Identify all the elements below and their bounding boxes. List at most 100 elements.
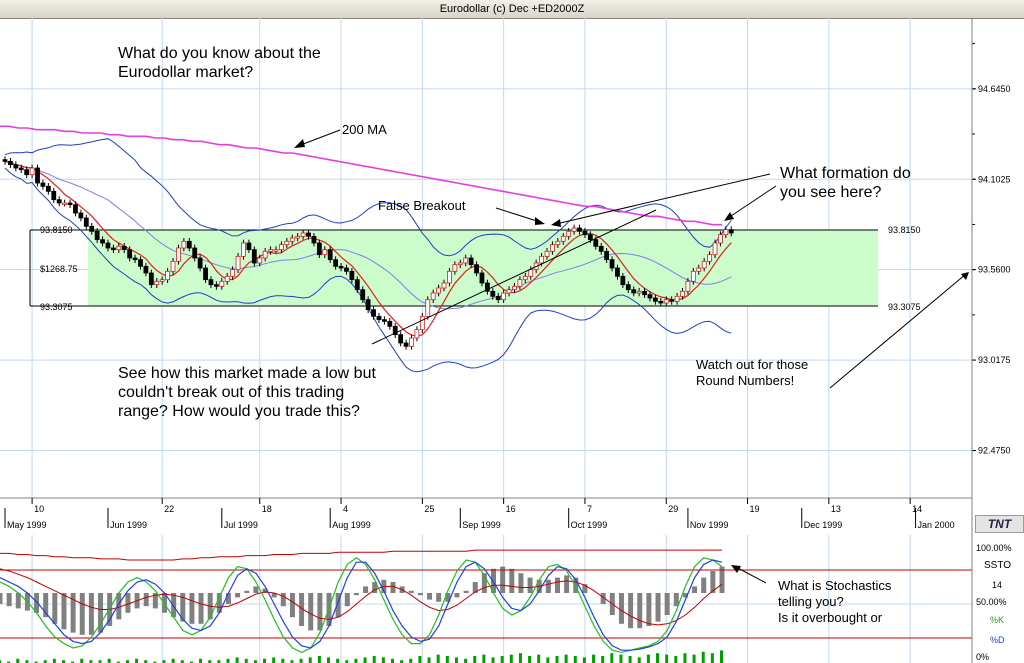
- candle-body: [522, 275, 528, 281]
- candle-body: [322, 249, 328, 256]
- candle-body: [365, 299, 371, 311]
- volume-bar: [473, 656, 477, 663]
- candle-body: [528, 269, 534, 277]
- candle-body: [555, 240, 561, 246]
- histogram-bar: [472, 582, 478, 593]
- volume-bar: [290, 660, 294, 663]
- histogram-bar: [171, 593, 177, 618]
- candle-body: [73, 204, 78, 214]
- histogram-bar: [527, 577, 533, 593]
- histogram-bar: [180, 593, 186, 622]
- histogram-bar: [628, 593, 634, 629]
- volume-bar: [153, 661, 157, 663]
- volume-bar: [299, 658, 303, 663]
- candle-body: [560, 235, 566, 242]
- candle-body: [192, 247, 198, 259]
- volume-bar: [208, 660, 212, 663]
- histogram-bar: [701, 577, 707, 593]
- candle-body: [316, 242, 322, 256]
- candle-body: [403, 342, 409, 347]
- x-month-label: Oct 1999: [571, 520, 608, 530]
- histogram-bar: [317, 593, 323, 631]
- candle-body: [728, 229, 734, 234]
- candle-body: [78, 212, 84, 219]
- volume-bar: [610, 653, 614, 663]
- volume-bars: [0, 650, 723, 663]
- candle-body: [544, 250, 550, 257]
- volume-bar: [500, 656, 504, 663]
- volume-bar: [445, 656, 449, 663]
- candle-body: [577, 227, 582, 232]
- histogram-bar: [427, 593, 433, 600]
- candle-body: [425, 299, 431, 317]
- candle-body: [474, 264, 479, 274]
- histogram-bar: [98, 593, 104, 633]
- histogram-bar: [15, 593, 21, 609]
- candle-body: [197, 257, 203, 269]
- volume-bar: [144, 660, 148, 663]
- candle-body: [181, 240, 187, 249]
- candle-body: [289, 237, 295, 242]
- candle-body: [51, 190, 57, 201]
- candle-body: [571, 227, 577, 232]
- histogram-bar: [335, 593, 341, 618]
- candle-body: [354, 279, 360, 291]
- histogram-bar: [408, 590, 414, 593]
- x-month-label: Nov 1999: [690, 520, 729, 530]
- histogram-bar: [34, 593, 40, 613]
- candle-body: [398, 334, 404, 344]
- histogram-bar: [445, 593, 451, 602]
- histogram-bar: [116, 593, 122, 620]
- candle-body: [653, 297, 658, 302]
- candle-body: [452, 264, 458, 272]
- candle-body: [111, 247, 116, 251]
- volume-bar: [482, 654, 486, 663]
- candle-body: [241, 242, 246, 257]
- histogram-bar: [554, 577, 560, 593]
- histogram-bar: [518, 573, 524, 593]
- stoch-grid: [0, 535, 972, 663]
- candle-body: [306, 232, 311, 237]
- stoch-histogram: [0, 566, 725, 635]
- volume-bar: [665, 654, 669, 663]
- price-y-tick-label: 93.5600: [978, 265, 1011, 275]
- histogram-bar: [682, 593, 688, 598]
- volume-bar: [71, 661, 75, 663]
- annotation-arrows: [297, 129, 967, 389]
- x-day-label: 4: [343, 504, 348, 514]
- histogram-bar: [719, 566, 725, 593]
- histogram-bar: [710, 571, 716, 593]
- volume-bar: [454, 657, 458, 663]
- histogram-bar: [289, 593, 295, 618]
- x-day-label: 10: [34, 504, 44, 514]
- arrow-heads: [294, 139, 969, 280]
- x-month-label: Sep 1999: [462, 520, 501, 530]
- candle-body: [224, 275, 230, 282]
- volume-bar: [518, 653, 522, 663]
- stoch-arrow-head: [731, 565, 741, 573]
- candle-body: [262, 250, 268, 259]
- histogram-bar: [6, 593, 12, 607]
- volume-bar: [546, 657, 550, 663]
- candle-body: [484, 282, 490, 292]
- histogram-bar: [125, 593, 131, 613]
- price-y-axis: 94.6450 94.1025 93.5600 93.0175 92.4750: [972, 43, 1011, 456]
- candle-body: [349, 270, 355, 281]
- volume-bar: [244, 658, 248, 663]
- price-y-tick-label: 94.1025: [978, 174, 1011, 184]
- candle-body: [707, 254, 712, 262]
- candle-body: [170, 260, 176, 272]
- candle-body: [566, 230, 572, 237]
- stoch-tick-0: 0%: [976, 652, 989, 662]
- stoch-tick-50: 50.00%: [976, 597, 1007, 607]
- candle-body: [718, 234, 723, 244]
- volume-bar: [189, 661, 193, 663]
- volume-bar: [354, 658, 358, 663]
- candle-body: [273, 249, 279, 252]
- candle-body: [338, 265, 344, 269]
- x-day-label: 25: [424, 504, 434, 514]
- candle-body: [2, 159, 8, 162]
- candle-body: [56, 199, 62, 204]
- candle-body: [208, 279, 214, 286]
- volume-bar: [272, 657, 276, 663]
